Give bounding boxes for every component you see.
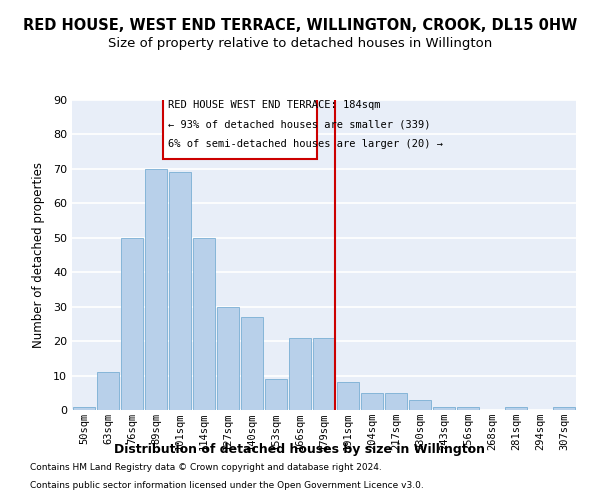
Bar: [553, 406, 575, 410]
Bar: [433, 406, 455, 410]
Bar: [289, 338, 311, 410]
Y-axis label: Number of detached properties: Number of detached properties: [32, 162, 44, 348]
Bar: [241, 317, 263, 410]
Bar: [337, 382, 359, 410]
Bar: [385, 393, 407, 410]
Bar: [505, 406, 527, 410]
Text: Distribution of detached houses by size in Willington: Distribution of detached houses by size …: [115, 442, 485, 456]
Text: Size of property relative to detached houses in Willington: Size of property relative to detached ho…: [108, 38, 492, 51]
Bar: [313, 338, 335, 410]
Bar: [169, 172, 191, 410]
Bar: [361, 393, 383, 410]
Bar: [409, 400, 431, 410]
Bar: [145, 169, 167, 410]
Text: RED HOUSE, WEST END TERRACE, WILLINGTON, CROOK, DL15 0HW: RED HOUSE, WEST END TERRACE, WILLINGTON,…: [23, 18, 577, 32]
FancyBboxPatch shape: [163, 96, 317, 158]
Text: Contains public sector information licensed under the Open Government Licence v3: Contains public sector information licen…: [30, 481, 424, 490]
Text: RED HOUSE WEST END TERRACE: 184sqm: RED HOUSE WEST END TERRACE: 184sqm: [168, 100, 380, 110]
Bar: [97, 372, 119, 410]
Text: ← 93% of detached houses are smaller (339): ← 93% of detached houses are smaller (33…: [168, 120, 431, 130]
Bar: [193, 238, 215, 410]
Bar: [121, 238, 143, 410]
Bar: [217, 306, 239, 410]
Bar: [457, 406, 479, 410]
Bar: [73, 406, 95, 410]
Text: 6% of semi-detached houses are larger (20) →: 6% of semi-detached houses are larger (2…: [168, 138, 443, 149]
Text: Contains HM Land Registry data © Crown copyright and database right 2024.: Contains HM Land Registry data © Crown c…: [30, 464, 382, 472]
Bar: [265, 379, 287, 410]
